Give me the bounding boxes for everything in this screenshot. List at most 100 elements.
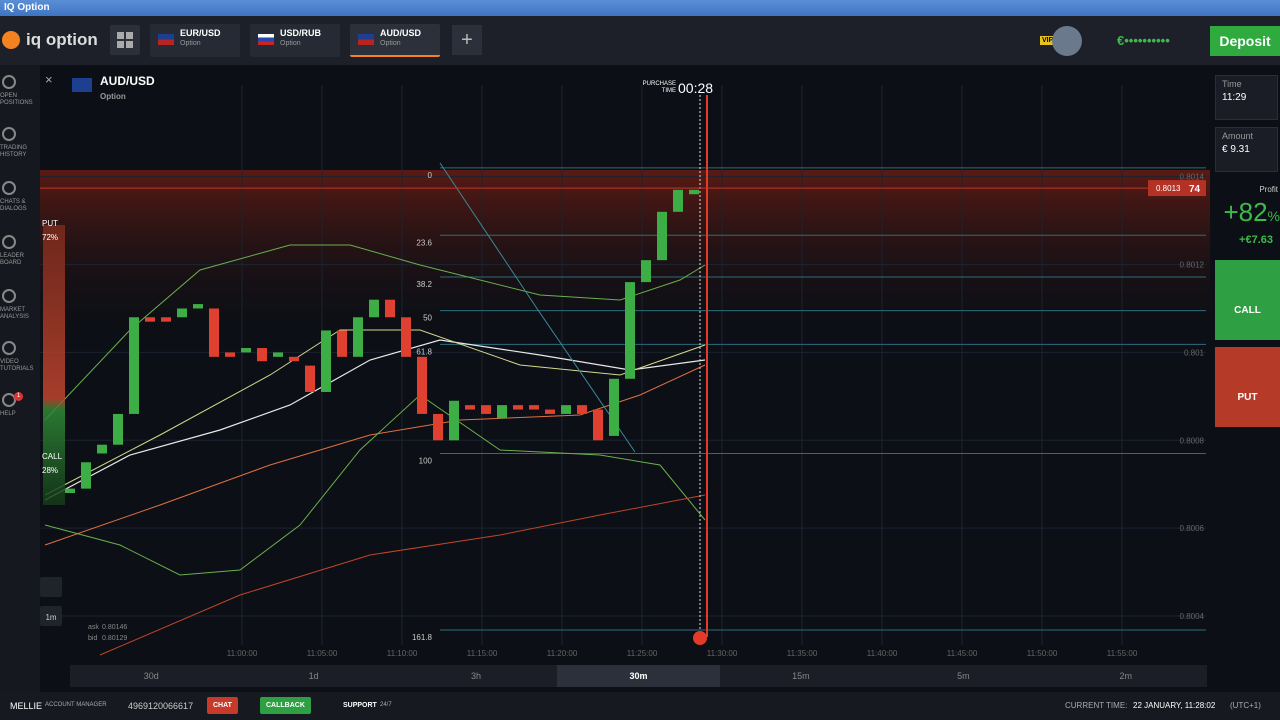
purchase-label: PURCHASE [643,81,676,87]
sidebar-label: OPEN POSITIONS [0,93,33,106]
candle [577,405,587,414]
fib-label: 61.8 [416,347,432,356]
time-label: 11:40:00 [867,649,898,658]
grid-button[interactable] [110,25,140,55]
sentiment-bar [43,225,65,505]
candle [177,308,187,318]
candle [97,444,107,454]
call-label: CALL [42,452,63,461]
time-label: 11:35:00 [787,649,818,658]
timeframe[interactable]: 5m [957,671,970,681]
sidebar-label: CHATS & DIALOGS [0,199,27,212]
profit-amount: +€7.63 [1239,234,1273,246]
ask-price: 0.80146 [102,624,127,631]
candle [465,405,475,410]
put-label: PUT [1237,392,1258,403]
window-title-bar: IQ Option [0,0,1280,16]
candle [273,352,283,357]
time-label: 11:05:00 [307,649,338,658]
grid-icon [117,32,133,48]
current-price-label: 0.8013 [1156,184,1181,193]
time-label: 11:00:00 [227,649,258,658]
balance[interactable]: €•••••••••• [1117,33,1170,48]
add-tab-button[interactable]: + [452,25,482,55]
sidebar-label: LEADER BOARD [0,253,25,266]
time-label: 11:50:00 [1027,649,1058,658]
price-tick-label: 0.8006 [1180,524,1205,533]
profit-value: +82 [1223,197,1268,227]
timeframe[interactable]: 30m [557,665,720,687]
fib-label: 0 [428,171,433,180]
callback-button[interactable]: CALLBACK [260,697,311,714]
chart-area: 0 23.6 38.2 50 61.8 100 161.8 11:00:00 11:05:00… [40,65,1210,692]
time-label: 11:30:00 [707,649,738,658]
put-button[interactable]: PUT [1215,347,1280,427]
candle [129,317,139,414]
candle [529,405,539,410]
avatar[interactable] [1052,26,1082,56]
amount-box[interactable]: Amount € 9.31 [1215,127,1278,172]
time-box[interactable]: Time 11:29 [1215,75,1278,120]
timeframe[interactable]: 30d [143,671,159,681]
timezone: (UTC+1) [1230,701,1261,710]
fib-label: 50 [423,314,432,323]
candle [433,413,443,441]
candle [193,304,203,309]
time-label: Time [1222,79,1242,89]
profit-label: Profit [1259,185,1278,194]
price-tick-label: 0.8008 [1180,436,1205,445]
asset-name[interactable]: AUD/USD [100,74,155,88]
candle [593,409,603,441]
sidebar-item[interactable]: TRADING HISTORY [0,127,40,159]
timeframe[interactable]: 3h [471,671,482,681]
fib-label: 161.8 [412,633,433,642]
asset-tab[interactable]: USD/RUB Option [250,24,340,57]
chat-button[interactable]: CHAT [207,697,238,714]
sidebar: OPEN POSITIONS TRADING HISTORY CHATS & D… [0,65,40,692]
time-label: 11:15:00 [467,649,498,658]
candle [289,356,299,362]
close-chart[interactable]: × [45,72,53,87]
interval-button[interactable] [40,606,62,626]
tab-pair: AUD/USD [380,28,422,38]
tab-type: Option [380,40,401,47]
candle [337,330,347,357]
bid-price: 0.80129 [102,635,127,642]
call-button[interactable]: CALL [1215,260,1280,340]
deposit-button[interactable]: Deposit [1210,26,1280,56]
asset-tab[interactable]: EUR/USD Option [150,24,240,57]
chart-type-button[interactable] [40,577,62,597]
fib-label: 23.6 [416,238,432,247]
asset-type: Option [100,92,126,101]
sidebar-item[interactable]: CHATS & DIALOGS [0,181,40,213]
sidebar-label: MARKET ANALYSIS [0,307,29,320]
sidebar-item[interactable]: MARKET ANALYSIS [0,289,40,321]
interval: 1m [45,613,56,622]
candle [689,189,699,195]
phone[interactable]: 4969120066617 [128,701,194,711]
purchase-countdown: 00:28 [678,80,713,96]
candle [113,413,123,445]
timeframe[interactable]: 1d [308,671,319,681]
candle [513,405,523,410]
sidebar-item[interactable]: LEADER BOARD [0,235,40,267]
asset-tab-active[interactable]: AUD/USD Option [350,24,440,57]
candle [225,352,235,357]
trade-panel: Time 11:29 Amount € 9.31 Profit +82% +€7… [1213,75,1280,435]
manager-name: MELLIE [10,701,43,711]
timeframe[interactable]: 15m [792,671,810,681]
sidebar-item[interactable]: OPEN POSITIONS [0,75,40,107]
current-time-label: CURRENT TIME: [1065,701,1128,710]
sidebar-item[interactable]: VIDEO TUTORIALS [0,341,40,373]
timeframe[interactable]: 2m [1119,671,1132,681]
candle [257,348,267,362]
sidebar-label: TRADING HISTORY [0,145,27,158]
support[interactable]: SUPPORT [343,702,377,709]
indicator-line [99,494,706,656]
candle [609,378,619,436]
current-time: 22 JANUARY, 11:28:02 [1133,701,1216,710]
candle [561,405,571,414]
footer: MELLIE ACCOUNT MANAGER 4969120066617 CHA… [0,692,1280,720]
sidebar-label: VIDEO TUTORIALS [0,359,34,372]
